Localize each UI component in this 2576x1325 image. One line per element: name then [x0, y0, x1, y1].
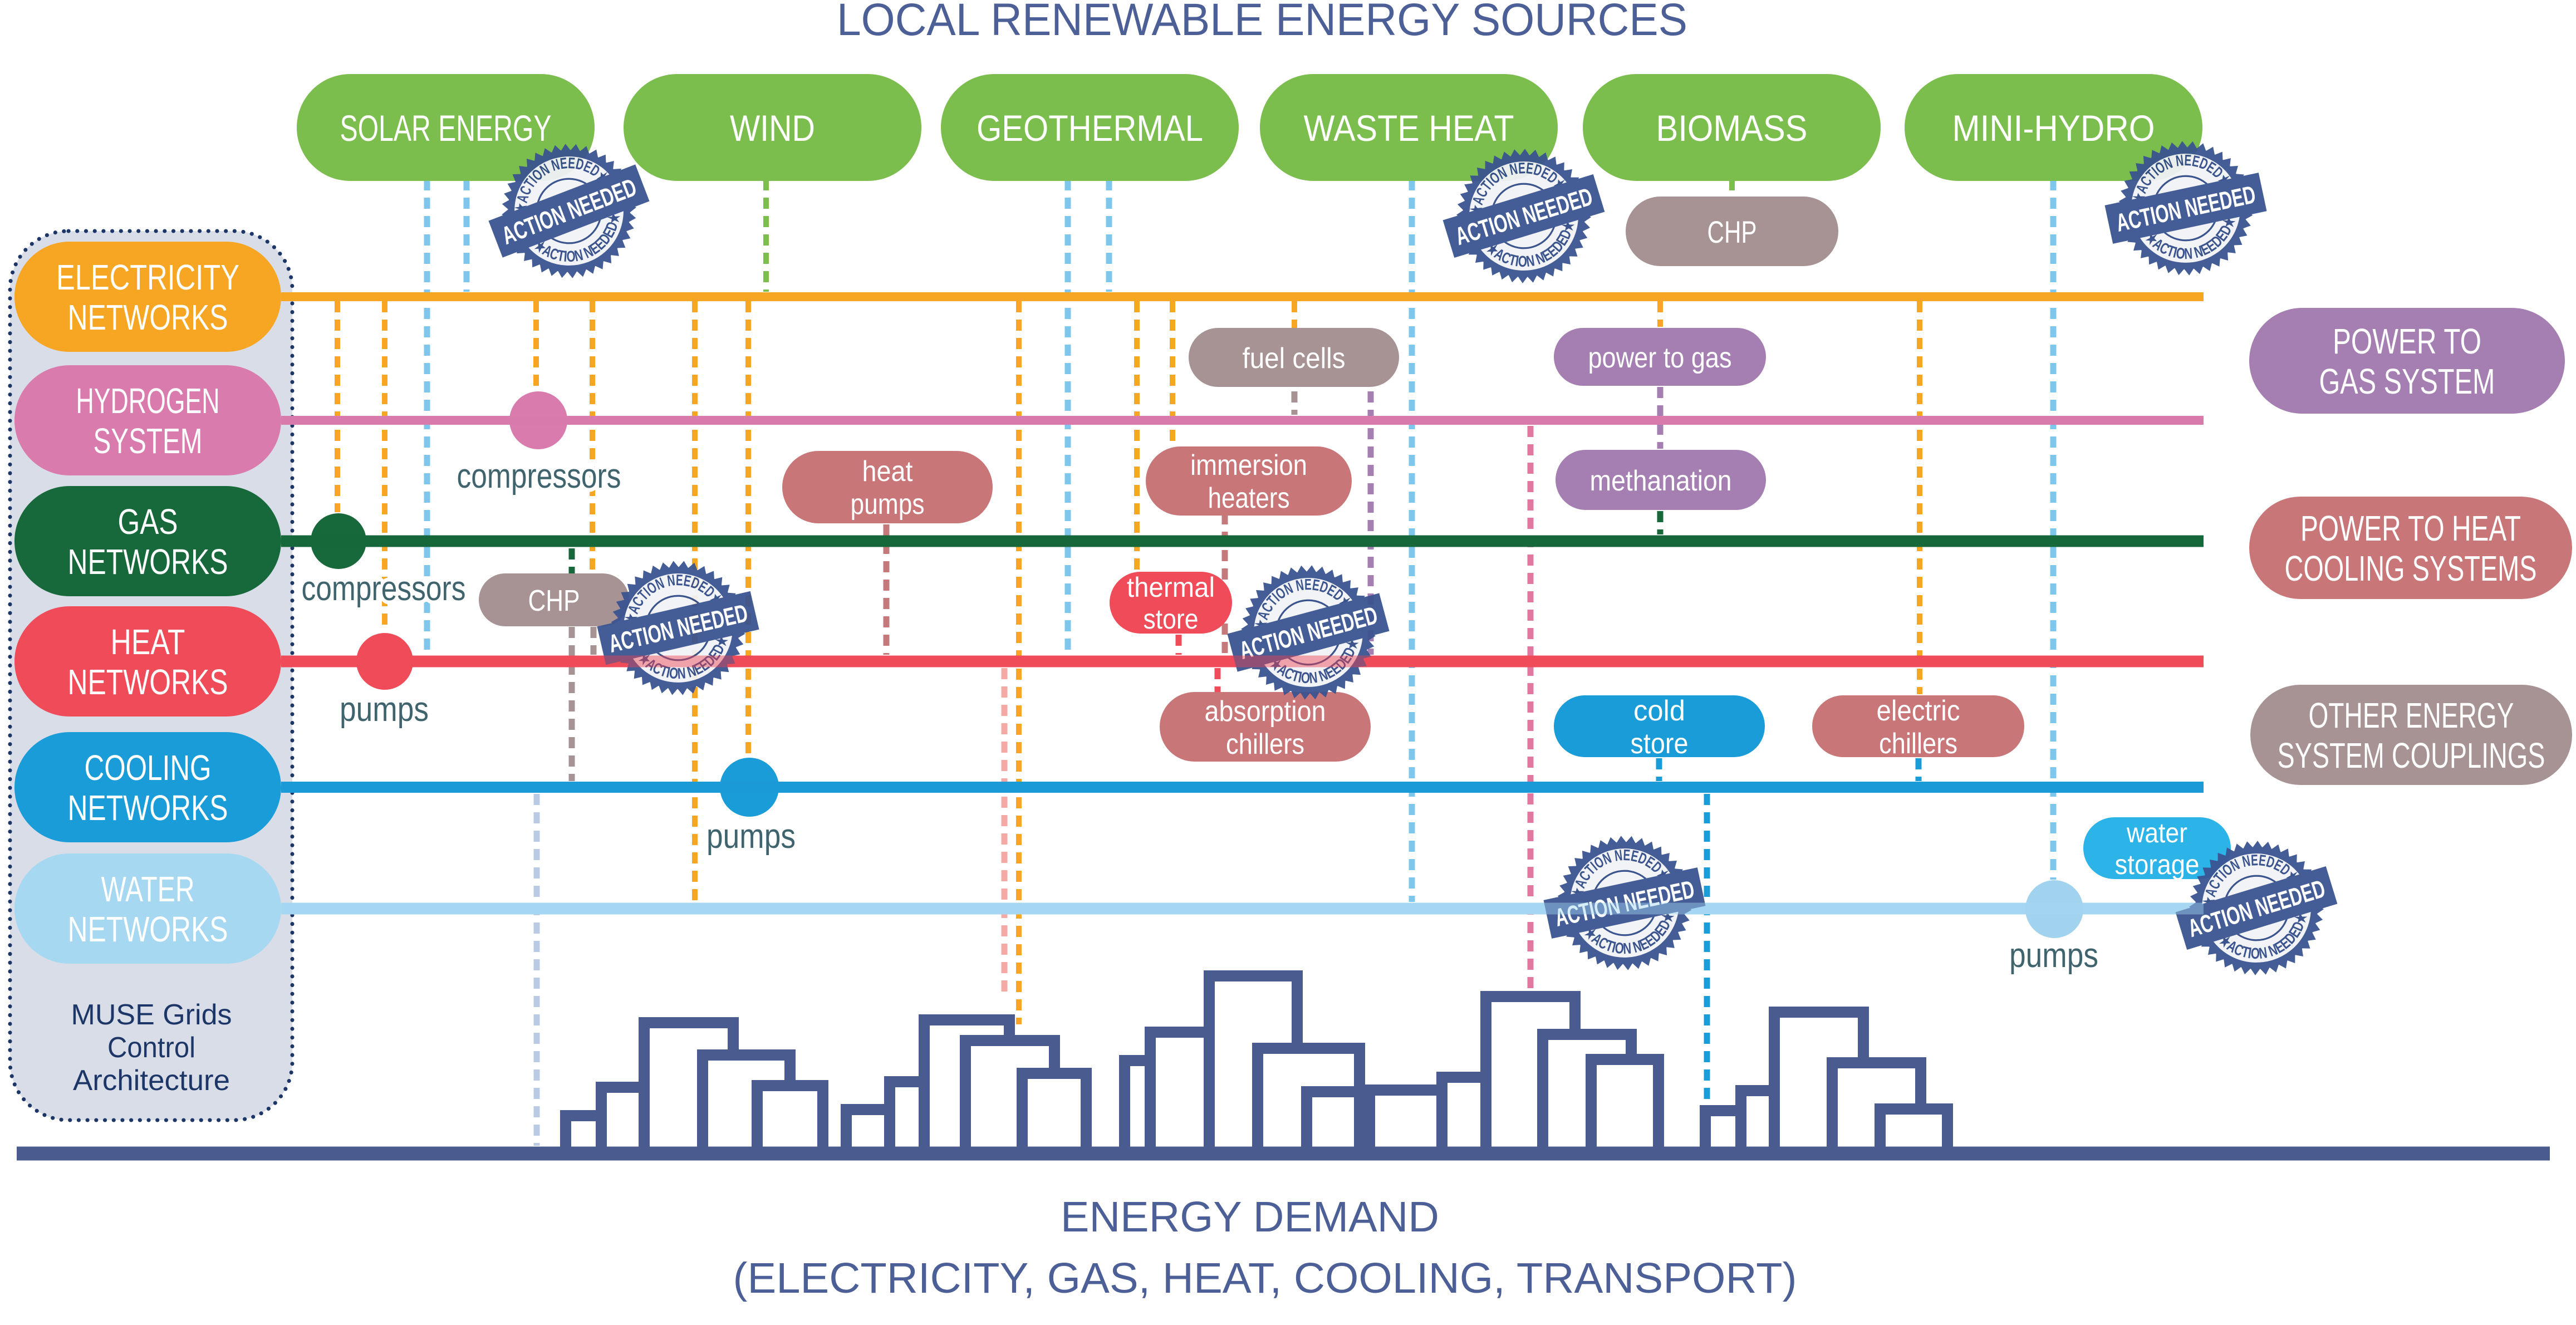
svg-text:NETWORKS: NETWORKS [68, 788, 228, 828]
svg-text:absorption: absorption [1205, 695, 1326, 728]
svg-text:immersion: immersion [1190, 449, 1307, 482]
svg-text:Control: Control [107, 1032, 195, 1064]
svg-text:HEAT: HEAT [111, 622, 185, 662]
svg-text:CHP: CHP [528, 584, 580, 617]
svg-text:CHP: CHP [1707, 214, 1757, 249]
svg-text:chillers: chillers [1879, 728, 1957, 760]
svg-text:electric: electric [1877, 695, 1960, 727]
svg-text:heaters: heaters [1208, 482, 1290, 514]
svg-text:COOLING SYSTEMS: COOLING SYSTEMS [2285, 548, 2537, 588]
svg-text:power to gas: power to gas [1588, 342, 1732, 374]
svg-text:pumps: pumps [706, 817, 796, 856]
svg-text:thermal: thermal [1127, 572, 1215, 603]
svg-text:OTHER ENERGY: OTHER ENERGY [2309, 695, 2514, 735]
svg-text:WATER: WATER [101, 869, 195, 909]
svg-text:compressors: compressors [457, 457, 621, 495]
svg-text:COOLING: COOLING [85, 748, 212, 788]
svg-text:BIOMASS: BIOMASS [1656, 107, 1808, 149]
svg-text:ELECTRICITY: ELECTRICITY [56, 257, 239, 297]
svg-text:POWER TO HEAT: POWER TO HEAT [2300, 508, 2521, 548]
svg-text:(ELECTRICITY, GAS, HEAT, COOLI: (ELECTRICITY, GAS, HEAT, COOLING, TRANSP… [733, 1254, 1797, 1302]
svg-text:LOCAL RENEWABLE ENERGY SOURCES: LOCAL RENEWABLE ENERGY SOURCES [837, 0, 1687, 45]
svg-text:heat: heat [862, 455, 913, 488]
svg-text:GEOTHERMAL: GEOTHERMAL [977, 107, 1203, 149]
svg-text:store: store [1631, 728, 1689, 760]
svg-text:SYSTEM: SYSTEM [94, 421, 203, 461]
svg-text:SOLAR ENERGY: SOLAR ENERGY [340, 107, 552, 149]
svg-text:HYDROGEN: HYDROGEN [76, 381, 220, 421]
svg-text:storage: storage [2115, 849, 2200, 880]
svg-text:methanation: methanation [1590, 465, 1732, 497]
svg-text:fuel cells: fuel cells [1243, 342, 1346, 375]
svg-text:NETWORKS: NETWORKS [68, 542, 228, 582]
svg-text:MUSE Grids: MUSE Grids [71, 999, 232, 1031]
svg-text:GAS SYSTEM: GAS SYSTEM [2319, 361, 2495, 401]
svg-text:MINI-HYDRO: MINI-HYDRO [1952, 107, 2155, 149]
svg-text:Architecture: Architecture [73, 1064, 230, 1097]
svg-text:GAS: GAS [118, 502, 178, 542]
svg-text:pumps: pumps [2009, 936, 2098, 975]
svg-text:ENERGY DEMAND: ENERGY DEMAND [1061, 1193, 1439, 1241]
svg-text:NETWORKS: NETWORKS [68, 662, 228, 702]
svg-text:NETWORKS: NETWORKS [68, 297, 228, 337]
svg-text:cold: cold [1633, 695, 1685, 727]
svg-text:WIND: WIND [730, 107, 815, 149]
svg-text:NETWORKS: NETWORKS [68, 909, 228, 949]
svg-text:WASTE HEAT: WASTE HEAT [1304, 107, 1514, 149]
svg-text:POWER TO: POWER TO [2333, 321, 2481, 361]
svg-text:water: water [2126, 817, 2187, 848]
svg-text:pumps: pumps [851, 488, 925, 521]
svg-text:compressors: compressors [302, 570, 466, 608]
svg-text:SYSTEM COUPLINGS: SYSTEM COUPLINGS [2278, 735, 2545, 776]
svg-text:pumps: pumps [340, 690, 429, 729]
svg-text:chillers: chillers [1226, 728, 1304, 760]
svg-text:store: store [1144, 603, 1199, 635]
